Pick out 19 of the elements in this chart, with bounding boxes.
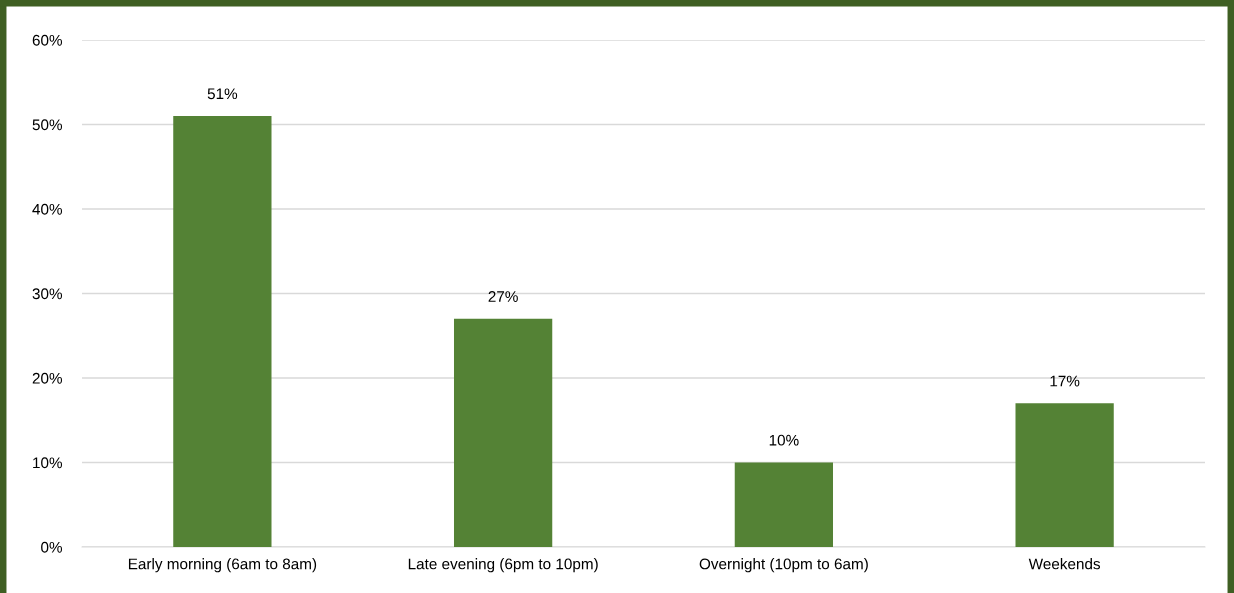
x-tick-label: Late evening (6pm to 10pm) xyxy=(408,558,598,573)
y-tick-label: 60% xyxy=(32,34,63,46)
x-tick-label: Overnight (10pm to 6am) xyxy=(699,558,868,573)
data-label: 51% xyxy=(207,88,238,100)
x-tick-label: Early morning (6am to 8am) xyxy=(128,558,317,573)
y-tick-label: 40% xyxy=(32,203,63,215)
data-label: 17% xyxy=(1050,375,1080,387)
y-tick-label: 30% xyxy=(32,288,63,300)
y-tick-label: 0% xyxy=(41,541,63,553)
bar xyxy=(173,116,272,547)
data-label: 10% xyxy=(769,434,799,446)
y-tick-label: 10% xyxy=(33,457,63,469)
bar xyxy=(453,318,553,547)
data-label: 27% xyxy=(488,291,518,302)
y-tick-label: 20% xyxy=(32,372,63,384)
bar xyxy=(1015,403,1114,547)
x-tick-label: Weekends xyxy=(1028,558,1101,570)
y-tick-label: 50% xyxy=(32,119,63,131)
bar xyxy=(734,462,834,547)
